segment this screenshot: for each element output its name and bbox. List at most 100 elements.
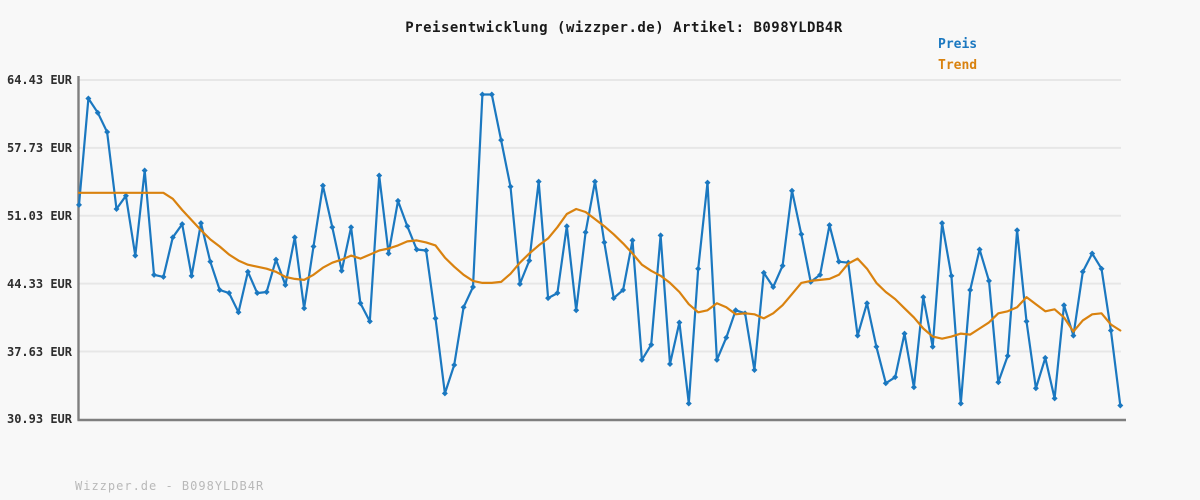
data-point-marker — [244, 268, 251, 275]
trend-line — [77, 191, 1122, 340]
data-point-marker — [601, 239, 608, 246]
data-point-marker — [132, 252, 139, 259]
data-point-marker — [282, 281, 289, 288]
data-point-marker — [657, 232, 664, 239]
data-point-marker — [545, 295, 552, 302]
data-point-marker — [695, 265, 702, 272]
data-point-marker — [301, 305, 308, 312]
data-point-marker — [704, 179, 711, 186]
data-point-marker — [713, 356, 720, 363]
data-point-marker — [638, 356, 645, 363]
data-point-marker — [526, 257, 533, 264]
data-point-marker — [939, 220, 946, 227]
data-point-marker — [488, 91, 495, 98]
chart-legend: Preis Trend — [938, 38, 977, 73]
data-point-marker — [141, 167, 148, 174]
price-point-markers — [76, 91, 1124, 409]
data-point-marker — [901, 330, 908, 337]
data-point-marker — [1070, 332, 1077, 339]
y-axis-tick-label: 64.43 EUR — [6, 73, 72, 87]
data-point-marker — [329, 224, 336, 231]
data-point-marker — [798, 231, 805, 238]
data-point-marker — [788, 187, 795, 194]
data-point-marker — [1117, 402, 1124, 409]
data-point-marker — [1004, 352, 1011, 359]
data-point-marker — [310, 243, 317, 250]
data-point-marker — [226, 290, 233, 297]
data-point-marker — [160, 273, 167, 280]
y-axis-tick-label: 30.93 EUR — [6, 412, 72, 427]
data-point-marker — [169, 234, 176, 241]
data-point-marker — [920, 294, 927, 301]
legend-item-preis: Preis — [938, 37, 978, 52]
data-point-marker — [535, 178, 542, 185]
data-point-marker — [1042, 354, 1049, 361]
data-point-marker — [817, 271, 824, 278]
data-point-marker — [507, 183, 514, 190]
data-point-marker — [516, 280, 523, 287]
data-point-marker — [835, 258, 842, 265]
y-axis-tick-label: 44.33 EUR — [6, 276, 72, 291]
data-point-marker — [760, 269, 767, 276]
data-point-marker — [1107, 327, 1114, 334]
data-point-marker — [216, 287, 223, 294]
data-point-marker — [1032, 385, 1039, 392]
data-point-marker — [864, 300, 871, 307]
data-point-marker — [751, 367, 758, 374]
data-point-marker — [985, 277, 992, 284]
data-point-marker — [582, 229, 589, 236]
y-axis-tick-label: 57.73 EUR — [6, 140, 72, 155]
data-point-marker — [826, 222, 833, 229]
data-point-marker — [254, 290, 261, 297]
data-point-marker — [976, 246, 983, 253]
data-point-marker — [1098, 265, 1105, 272]
data-point-marker — [423, 247, 430, 254]
data-point-marker — [591, 178, 598, 185]
data-point-marker — [366, 318, 373, 325]
data-point-marker — [179, 221, 186, 228]
data-point-marker — [432, 315, 439, 322]
data-point-marker — [413, 246, 420, 253]
data-point-marker — [122, 192, 129, 199]
data-point-marker — [94, 109, 101, 116]
data-point-marker — [685, 400, 692, 407]
data-point-marker — [85, 95, 92, 102]
data-point-marker — [357, 300, 364, 307]
data-point-marker — [263, 289, 270, 296]
data-point-marker — [394, 197, 401, 204]
data-point-marker — [291, 234, 298, 241]
data-point-marker — [207, 258, 214, 265]
data-point-marker — [629, 237, 636, 244]
data-point-marker — [235, 309, 242, 316]
chart-title: Preisentwicklung (wizzper.de) Artikel: B… — [405, 20, 843, 36]
data-point-marker — [404, 223, 411, 230]
data-point-marker — [995, 379, 1002, 386]
legend-item-trend: Trend — [938, 58, 978, 73]
data-point-marker — [770, 283, 777, 290]
data-point-marker — [892, 374, 899, 381]
data-point-marker — [479, 91, 486, 98]
y-axis-tick-label: 51.03 EUR — [6, 208, 72, 223]
data-point-marker — [882, 380, 889, 387]
data-point-marker — [188, 272, 195, 279]
data-point-marker — [319, 182, 326, 189]
data-point-marker — [273, 256, 280, 263]
watermark: Wizzper.de - B098YLDB4R — [75, 479, 265, 493]
data-point-marker — [460, 304, 467, 311]
data-point-marker — [723, 334, 730, 341]
data-point-marker — [498, 137, 505, 144]
data-point-marker — [676, 319, 683, 326]
y-axis-tick-label: 37.63 EUR — [6, 344, 72, 359]
data-point-marker — [620, 287, 627, 294]
data-point-marker — [573, 307, 580, 314]
data-point-marker — [441, 390, 448, 397]
data-point-marker — [1014, 227, 1021, 234]
data-point-marker — [948, 272, 955, 279]
data-point-marker — [1061, 302, 1068, 309]
data-point-marker — [385, 250, 392, 257]
data-point-marker — [957, 400, 964, 407]
data-point-marker — [113, 205, 120, 212]
data-point-marker — [376, 172, 383, 179]
